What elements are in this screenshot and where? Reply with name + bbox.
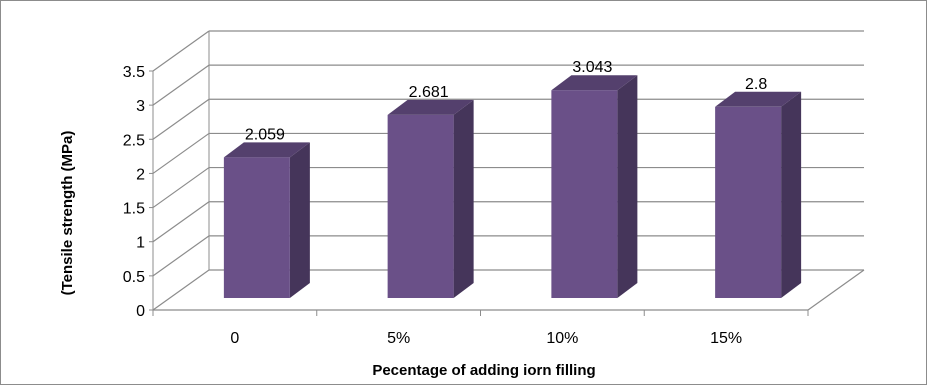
gridline-diagonal bbox=[152, 235, 210, 277]
bar bbox=[551, 75, 638, 298]
axis-layer bbox=[149, 70, 809, 316]
data-label: 3.043 bbox=[572, 59, 612, 76]
bar-top bbox=[551, 75, 638, 91]
x-tick-label: 0 bbox=[230, 330, 239, 347]
data-label: 2.8 bbox=[745, 76, 767, 93]
bar bbox=[715, 91, 802, 298]
bar-front bbox=[387, 114, 454, 299]
bar-top bbox=[223, 142, 310, 158]
y-axis-title: (Tensile strength (MPa) bbox=[59, 131, 76, 296]
y-tick-label: 1.5 bbox=[123, 201, 145, 218]
gridline-diagonal bbox=[152, 269, 210, 311]
bar-side bbox=[617, 75, 638, 298]
x-axis-title: Pecentage of adding iorn filling bbox=[372, 362, 595, 379]
y-tick-label: 3 bbox=[136, 98, 145, 115]
data-label: 2.059 bbox=[245, 126, 285, 143]
bar bbox=[387, 99, 474, 299]
bar-top bbox=[715, 91, 802, 107]
y-tick-label: 0 bbox=[136, 303, 145, 320]
gridline-diagonal bbox=[152, 30, 210, 72]
labels-layer: 0 0.5 1 1.5 2 2.5 3 3.5 2.059 0 2.681 5% 3.043 10% 2.8… bbox=[123, 59, 768, 347]
data-label: 2.681 bbox=[409, 84, 449, 101]
bar-top bbox=[387, 99, 474, 115]
gridline-diagonal bbox=[152, 64, 210, 106]
gridline-diagonal bbox=[152, 167, 210, 209]
bar bbox=[223, 142, 310, 298]
gridline-diagonal bbox=[152, 98, 210, 140]
bar-side bbox=[453, 99, 474, 299]
y-tick-label: 2.5 bbox=[123, 132, 145, 149]
y-tick-label: 3.5 bbox=[123, 64, 145, 81]
bar-side bbox=[289, 142, 310, 298]
y-tick-label: 1 bbox=[136, 235, 145, 252]
bar-front bbox=[551, 90, 618, 298]
x-tick-label: 10% bbox=[546, 330, 578, 347]
y-tick-label: 2 bbox=[136, 166, 145, 183]
bar-front bbox=[223, 157, 290, 298]
floor-right-edge bbox=[807, 269, 865, 311]
x-tick-label: 15% bbox=[710, 330, 742, 347]
gridline-diagonal bbox=[152, 201, 210, 243]
y-tick-label: 0.5 bbox=[123, 269, 145, 286]
x-tick-label: 5% bbox=[387, 330, 410, 347]
bars-layer bbox=[223, 75, 802, 299]
bar-side bbox=[781, 91, 802, 298]
bar-front bbox=[715, 106, 782, 298]
gridline-diagonal bbox=[152, 132, 210, 174]
